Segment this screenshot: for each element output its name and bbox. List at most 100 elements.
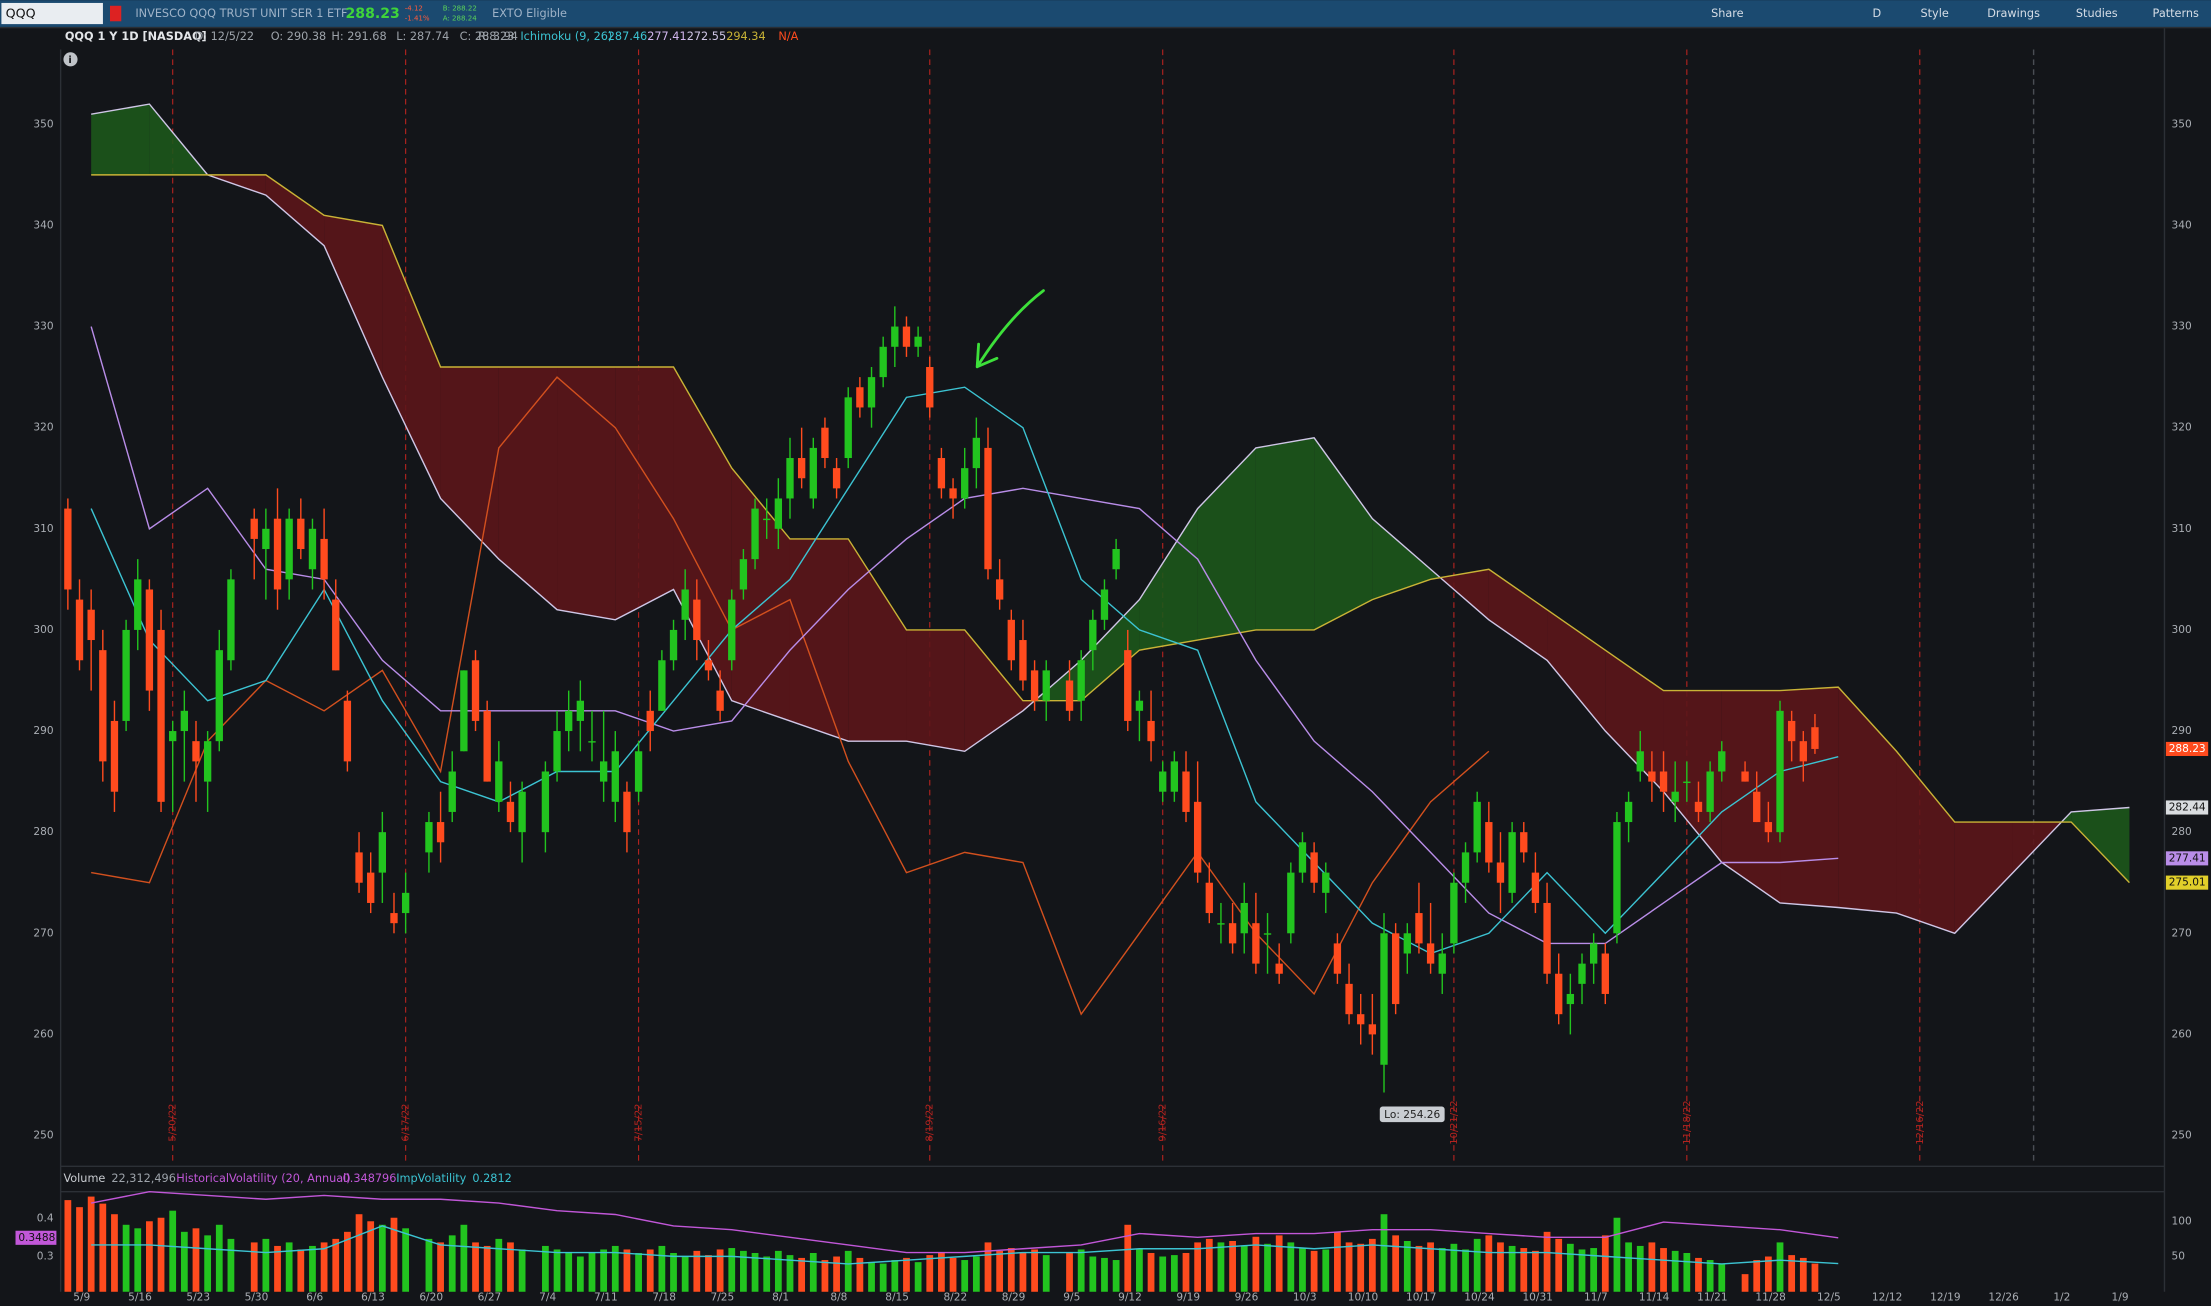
cloud — [498, 367, 558, 610]
volume-bar — [1636, 1245, 1644, 1292]
volume-bar — [1578, 1249, 1586, 1292]
volume-bar — [1159, 1256, 1167, 1292]
info-icon-glyph[interactable]: i — [68, 55, 71, 66]
volume-bar — [809, 1252, 817, 1292]
candle-body — [390, 913, 398, 924]
volume-bar — [1345, 1242, 1353, 1292]
candle-body — [1811, 727, 1819, 749]
legend-value: 0.348796 — [343, 1172, 397, 1185]
ohlc-field: L: 287.74 — [396, 30, 449, 43]
x-tick-label: 9/19 — [1176, 1291, 1200, 1303]
volume-bar — [1264, 1243, 1271, 1292]
expiration-label: 11/18/22 — [1682, 1100, 1693, 1144]
x-tick-label: 12/26 — [1988, 1291, 2019, 1303]
x-tick-label: 9/5 — [1063, 1291, 1080, 1303]
candle-body — [634, 751, 643, 792]
candle-body — [192, 741, 200, 762]
y-tick-label: 330 — [2172, 321, 2192, 333]
volume-bar — [64, 1200, 72, 1292]
price-badge-label: 275.01 — [2169, 877, 2206, 889]
candle-body — [64, 508, 72, 590]
volume-bar — [1788, 1255, 1796, 1292]
toolbar-button[interactable]: Drawings — [1987, 7, 2040, 20]
volume-bar — [1194, 1242, 1202, 1292]
volume-bar — [798, 1257, 806, 1292]
candle-body — [1415, 913, 1423, 944]
study-value: 287.46 — [608, 30, 647, 43]
volatility-tick-label: 0.4 — [37, 1212, 54, 1224]
candle-body — [1543, 902, 1551, 974]
candle-body — [1426, 943, 1435, 964]
span-a-line — [91, 103, 2130, 935]
candle-body — [1345, 983, 1353, 1015]
candle-body — [425, 822, 433, 853]
candle-body — [483, 710, 491, 782]
candle-body — [1159, 771, 1167, 792]
x-tick-label: 10/17 — [1406, 1291, 1436, 1303]
color-flag[interactable] — [109, 5, 122, 22]
candle-body — [169, 731, 177, 742]
volume-bar — [938, 1252, 945, 1292]
volume-bar — [1473, 1238, 1481, 1292]
cloud — [1488, 569, 1548, 661]
toolbar-button[interactable]: Share — [1711, 7, 1744, 20]
volume-bar — [1648, 1242, 1656, 1292]
toolbar-button[interactable]: Patterns — [2153, 7, 2200, 20]
volume-bar — [1497, 1242, 1504, 1292]
volume-bar — [728, 1248, 736, 1292]
volume-bar — [1520, 1248, 1528, 1292]
toolbar-button[interactable]: Studies — [2076, 7, 2118, 20]
x-tick-label: 6/6 — [306, 1291, 323, 1303]
x-tick-label: 5/30 — [245, 1291, 269, 1303]
volume-bar — [1112, 1260, 1120, 1292]
candle-body — [739, 559, 748, 590]
cloud — [1838, 687, 1897, 914]
volume-bar — [1089, 1256, 1097, 1292]
volume-bar — [1357, 1243, 1365, 1292]
candle-body — [145, 589, 154, 691]
candle-body — [611, 751, 619, 802]
x-tick-label: 5/9 — [73, 1291, 90, 1303]
candle-body — [1193, 801, 1202, 873]
candle-body — [1391, 933, 1400, 1005]
volume-bar — [518, 1249, 526, 1292]
volume-bar — [1741, 1274, 1749, 1292]
change: -4.12 — [405, 4, 423, 13]
candle-body — [751, 508, 759, 560]
symbol-input[interactable] — [1, 2, 103, 25]
volume-bar — [1042, 1255, 1050, 1292]
volume-bar — [180, 1231, 188, 1292]
toolbar-button[interactable]: Style — [1920, 7, 1948, 20]
volume-bar — [1170, 1255, 1178, 1292]
volume-bar — [87, 1196, 95, 1292]
y-tick-label: 300 — [33, 624, 53, 636]
toolbar-button[interactable]: D — [1872, 7, 1881, 20]
candle-body — [1240, 902, 1248, 934]
volume-bar — [332, 1238, 340, 1292]
x-tick-label: 6/27 — [478, 1291, 502, 1303]
volume-bar — [1019, 1252, 1027, 1292]
candle-body — [285, 518, 293, 580]
volume-bar — [169, 1210, 177, 1292]
price-badge — [2165, 800, 2209, 815]
volume-bar — [367, 1221, 375, 1292]
legend-entry: ImpVolatility — [396, 1172, 466, 1185]
candle-body — [681, 589, 689, 620]
plot: 5/20/22 6/17/22 7/15/22 8/19/22 9/16/22 10/21… — [64, 49, 2130, 1292]
volume-bar — [961, 1260, 969, 1292]
volume-bar — [1147, 1252, 1155, 1292]
info-icon[interactable] — [63, 52, 78, 67]
annotation-arrow — [975, 289, 1045, 369]
symbol[interactable]: QQQ — [6, 6, 36, 21]
volume-bar — [1275, 1235, 1283, 1292]
candle-body — [471, 660, 480, 721]
cloud — [1663, 690, 1722, 863]
volume-bar — [658, 1245, 666, 1292]
volume-bar — [111, 1214, 118, 1292]
volume-bar — [1532, 1250, 1539, 1292]
volume-bar — [274, 1245, 281, 1292]
candle-body — [937, 458, 946, 489]
expiration-label: 8/19/22 — [925, 1104, 936, 1142]
candle-body — [809, 447, 817, 499]
volume-bar — [740, 1250, 747, 1292]
